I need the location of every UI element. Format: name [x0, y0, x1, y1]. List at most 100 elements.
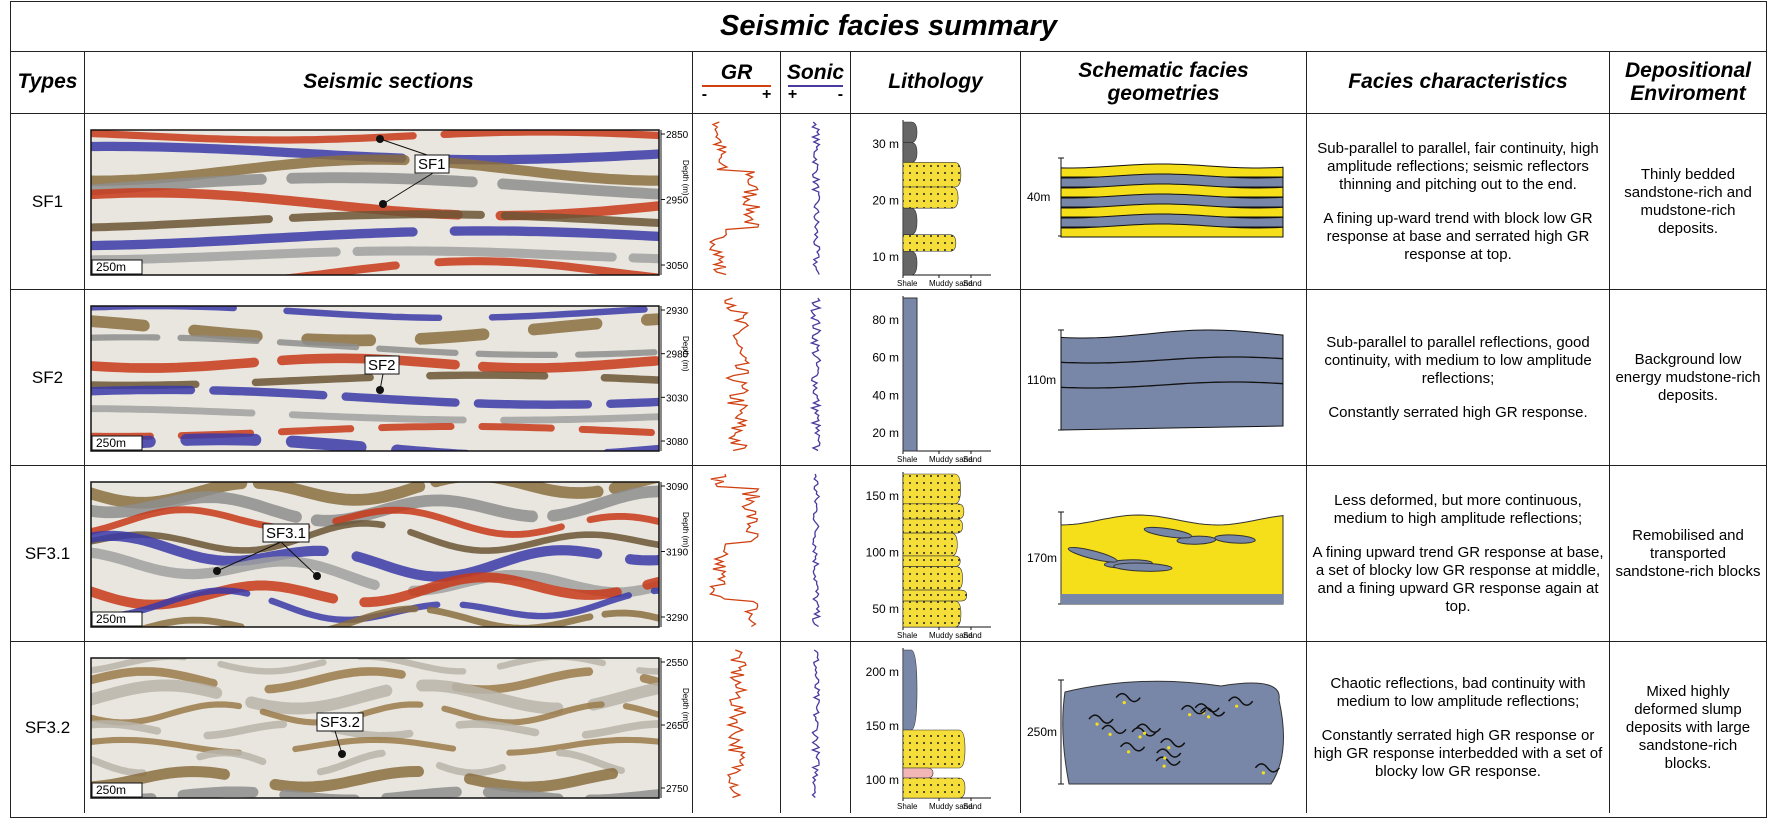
header-cell: Facies characteristics [1307, 52, 1610, 114]
schematic-squiggle [1156, 748, 1182, 758]
type-label: SF2 [11, 290, 85, 466]
reflector [91, 257, 659, 275]
log-curve [810, 649, 821, 798]
scale-box [91, 259, 143, 275]
reflector [91, 226, 659, 251]
scale-label: 250m [96, 783, 126, 797]
callout-label: SF2 [368, 357, 396, 374]
depth-label: 2650 [666, 721, 689, 732]
litho-scale-label: 100 m [866, 773, 899, 787]
schematic-clast [1163, 756, 1167, 760]
sonic-log [810, 121, 821, 275]
sonic-log-cell [781, 114, 851, 290]
environment-cell: Thinly bedded sandstone-rich and mudston… [1610, 114, 1766, 290]
environment-cell: Remobilised and transported sandstone-ri… [1610, 466, 1766, 642]
table-title: Seismic facies summary [11, 2, 1766, 52]
facies-cell: Sub-parallel to parallel, fair continuit… [1307, 114, 1610, 290]
litho-bed [902, 532, 958, 557]
scale-label: 250m [96, 436, 126, 450]
litho-axis-label: Muddy sand [929, 802, 973, 811]
facies-text: Constantly serrated high GR response or … [1313, 726, 1603, 780]
litho-bed [902, 649, 918, 731]
shale-bed [902, 297, 918, 452]
reflector [91, 667, 659, 694]
depth-axis-label: Depth (m) [681, 336, 690, 372]
litho-scale-label: 100 m [866, 546, 899, 560]
reflector [91, 765, 659, 793]
reflector [91, 520, 659, 554]
schematic-squiggle [1199, 707, 1226, 717]
schematic-line [1060, 381, 1284, 389]
sonic-log-cell [781, 290, 851, 466]
facies-text: Sub-parallel to parallel reflections, go… [1324, 333, 1592, 387]
type-label: SF3.1 [11, 466, 85, 642]
callout-dot [338, 750, 346, 758]
environment-text: Thinly bedded sandstone-rich and mudston… [1624, 165, 1752, 237]
sonic-log [810, 649, 821, 798]
depth-label: 2950 [666, 196, 689, 207]
schematic-squiggle [1181, 704, 1207, 715]
log-curve [811, 473, 822, 628]
litho-scale-label: 150 m [866, 719, 899, 733]
schematic-cell: 250m [1021, 642, 1307, 813]
reflector [91, 422, 659, 440]
schematic-cell: 110m [1021, 290, 1307, 466]
callout-line [334, 730, 343, 755]
litho-scale-label: 30 m [872, 137, 899, 151]
schematic-lens [1067, 546, 1118, 563]
schematic-lens [1214, 534, 1256, 544]
sonic-log [809, 297, 822, 452]
reflector [91, 172, 659, 200]
depth-label: 3030 [666, 393, 689, 404]
callout-label: SF3.1 [266, 525, 306, 542]
reflector [91, 506, 659, 538]
depth-label: 3190 [666, 548, 689, 559]
reflector [91, 154, 659, 186]
schematic-squiggle [1254, 763, 1281, 773]
schematic-bed [1060, 223, 1284, 238]
seismic-cell: 2930 2980 3030 3080 Depth (m) 250m SF2 [85, 290, 693, 466]
header-cell: Types [11, 52, 85, 114]
reflector [91, 405, 659, 424]
sonic-log-cell [781, 466, 851, 642]
litho-axis-label: Shale [897, 279, 918, 288]
depth-label: 3080 [666, 437, 689, 448]
callout-label: SF1 [418, 156, 446, 173]
litho-scale-label: 200 m [866, 665, 899, 679]
log-curve [708, 473, 761, 628]
facies-text: A fining upward trend GR response at bas… [1312, 543, 1604, 615]
litho-bed [902, 162, 962, 188]
schematic-squiggle [1160, 738, 1186, 748]
litho-bed [902, 777, 966, 799]
header-text: Seismic sections [303, 70, 474, 94]
seismic-cell: 2550 2650 2750 Depth (m) 250m SF3.2 [85, 642, 693, 813]
depth-label: 3050 [666, 261, 689, 272]
lithology-cell: 150 m 100 m 50 m Shale Muddy sand Sand [851, 466, 1021, 642]
reflector [91, 572, 659, 610]
reflector [91, 547, 659, 598]
reflector [91, 313, 659, 347]
lithology-cell: 80 m 60 m 40 m 20 m Shale Muddy sand Sand [851, 290, 1021, 466]
litho-scale-label: 80 m [872, 313, 899, 327]
reflector [91, 679, 659, 715]
header-text: Depositional Enviroment [1624, 59, 1751, 105]
reflector [91, 334, 659, 359]
litho-scale-label: 40 m [872, 388, 899, 402]
reflector [91, 701, 659, 726]
sonic-log-cell [781, 642, 851, 813]
seismic-section: 2930 2980 3030 3080 Depth (m) 250m SF2 [90, 305, 690, 452]
depth-label: 3290 [666, 613, 689, 624]
reflector [91, 130, 659, 144]
litho-bed [902, 250, 918, 276]
log-sign: - [701, 85, 708, 103]
log-title: Sonic [786, 61, 845, 85]
seismic-image [91, 130, 659, 275]
thickness-label: 110m [1027, 373, 1056, 387]
header-cell: Schematic facies geometries [1021, 52, 1307, 114]
reflector [91, 749, 659, 777]
seismic-frame [90, 305, 660, 452]
log-title: GR [720, 61, 753, 85]
gr-log [724, 297, 751, 452]
seismic-section: 2550 2650 2750 Depth (m) 250m SF3.2 [90, 657, 690, 799]
